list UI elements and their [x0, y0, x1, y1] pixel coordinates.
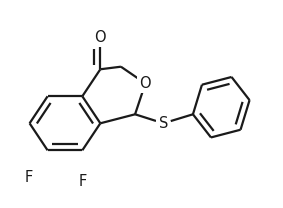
Text: F: F — [78, 174, 86, 189]
Text: S: S — [159, 116, 168, 131]
Text: O: O — [95, 30, 106, 45]
Text: F: F — [24, 170, 33, 185]
Text: O: O — [140, 76, 151, 91]
